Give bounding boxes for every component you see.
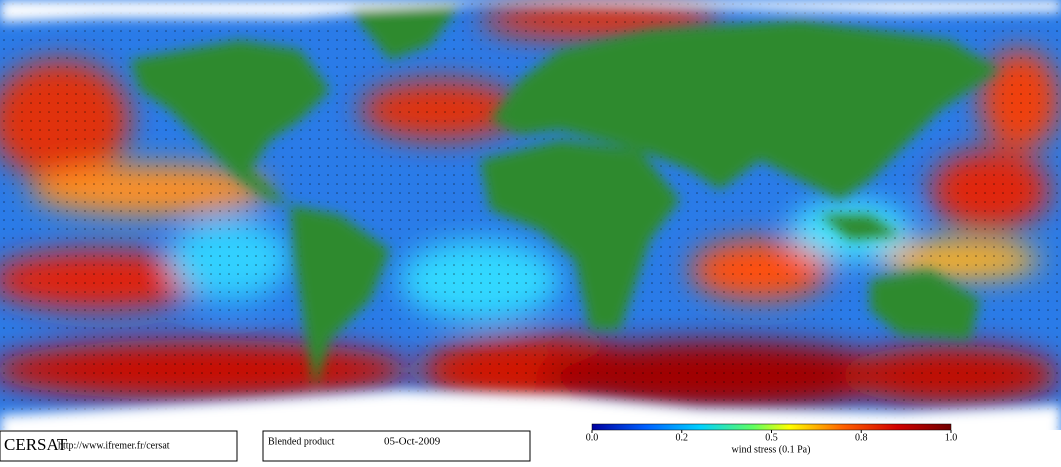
product: Blended product <box>268 436 335 447</box>
colorbar-label: wind stress (0.1 Pa) <box>732 444 811 455</box>
colorbar-tick-label: 0.5 <box>765 432 778 443</box>
colorbar-tick-label: 0.8 <box>855 432 868 443</box>
product-box <box>262 430 531 462</box>
date: 05-Oct-2009 <box>384 436 441 448</box>
colorbar-tick-label: 0.0 <box>586 432 599 443</box>
url: http://www.ifremer.fr/cersat <box>58 440 170 451</box>
footer: CERSAT http://www.ifremer.fr/cersat Blen… <box>0 430 531 462</box>
colorbar-tick-label: 0.2 <box>676 432 689 443</box>
colorbar-scale <box>591 423 952 431</box>
logo: CERSAT <box>4 435 68 454</box>
colorbar: wind stress (0.1 Pa) 0.0 0.2 0.5 0.8 1.0 <box>586 423 958 455</box>
colorbar-tick-label: 1.0 <box>945 432 958 443</box>
logo-box <box>0 430 238 462</box>
